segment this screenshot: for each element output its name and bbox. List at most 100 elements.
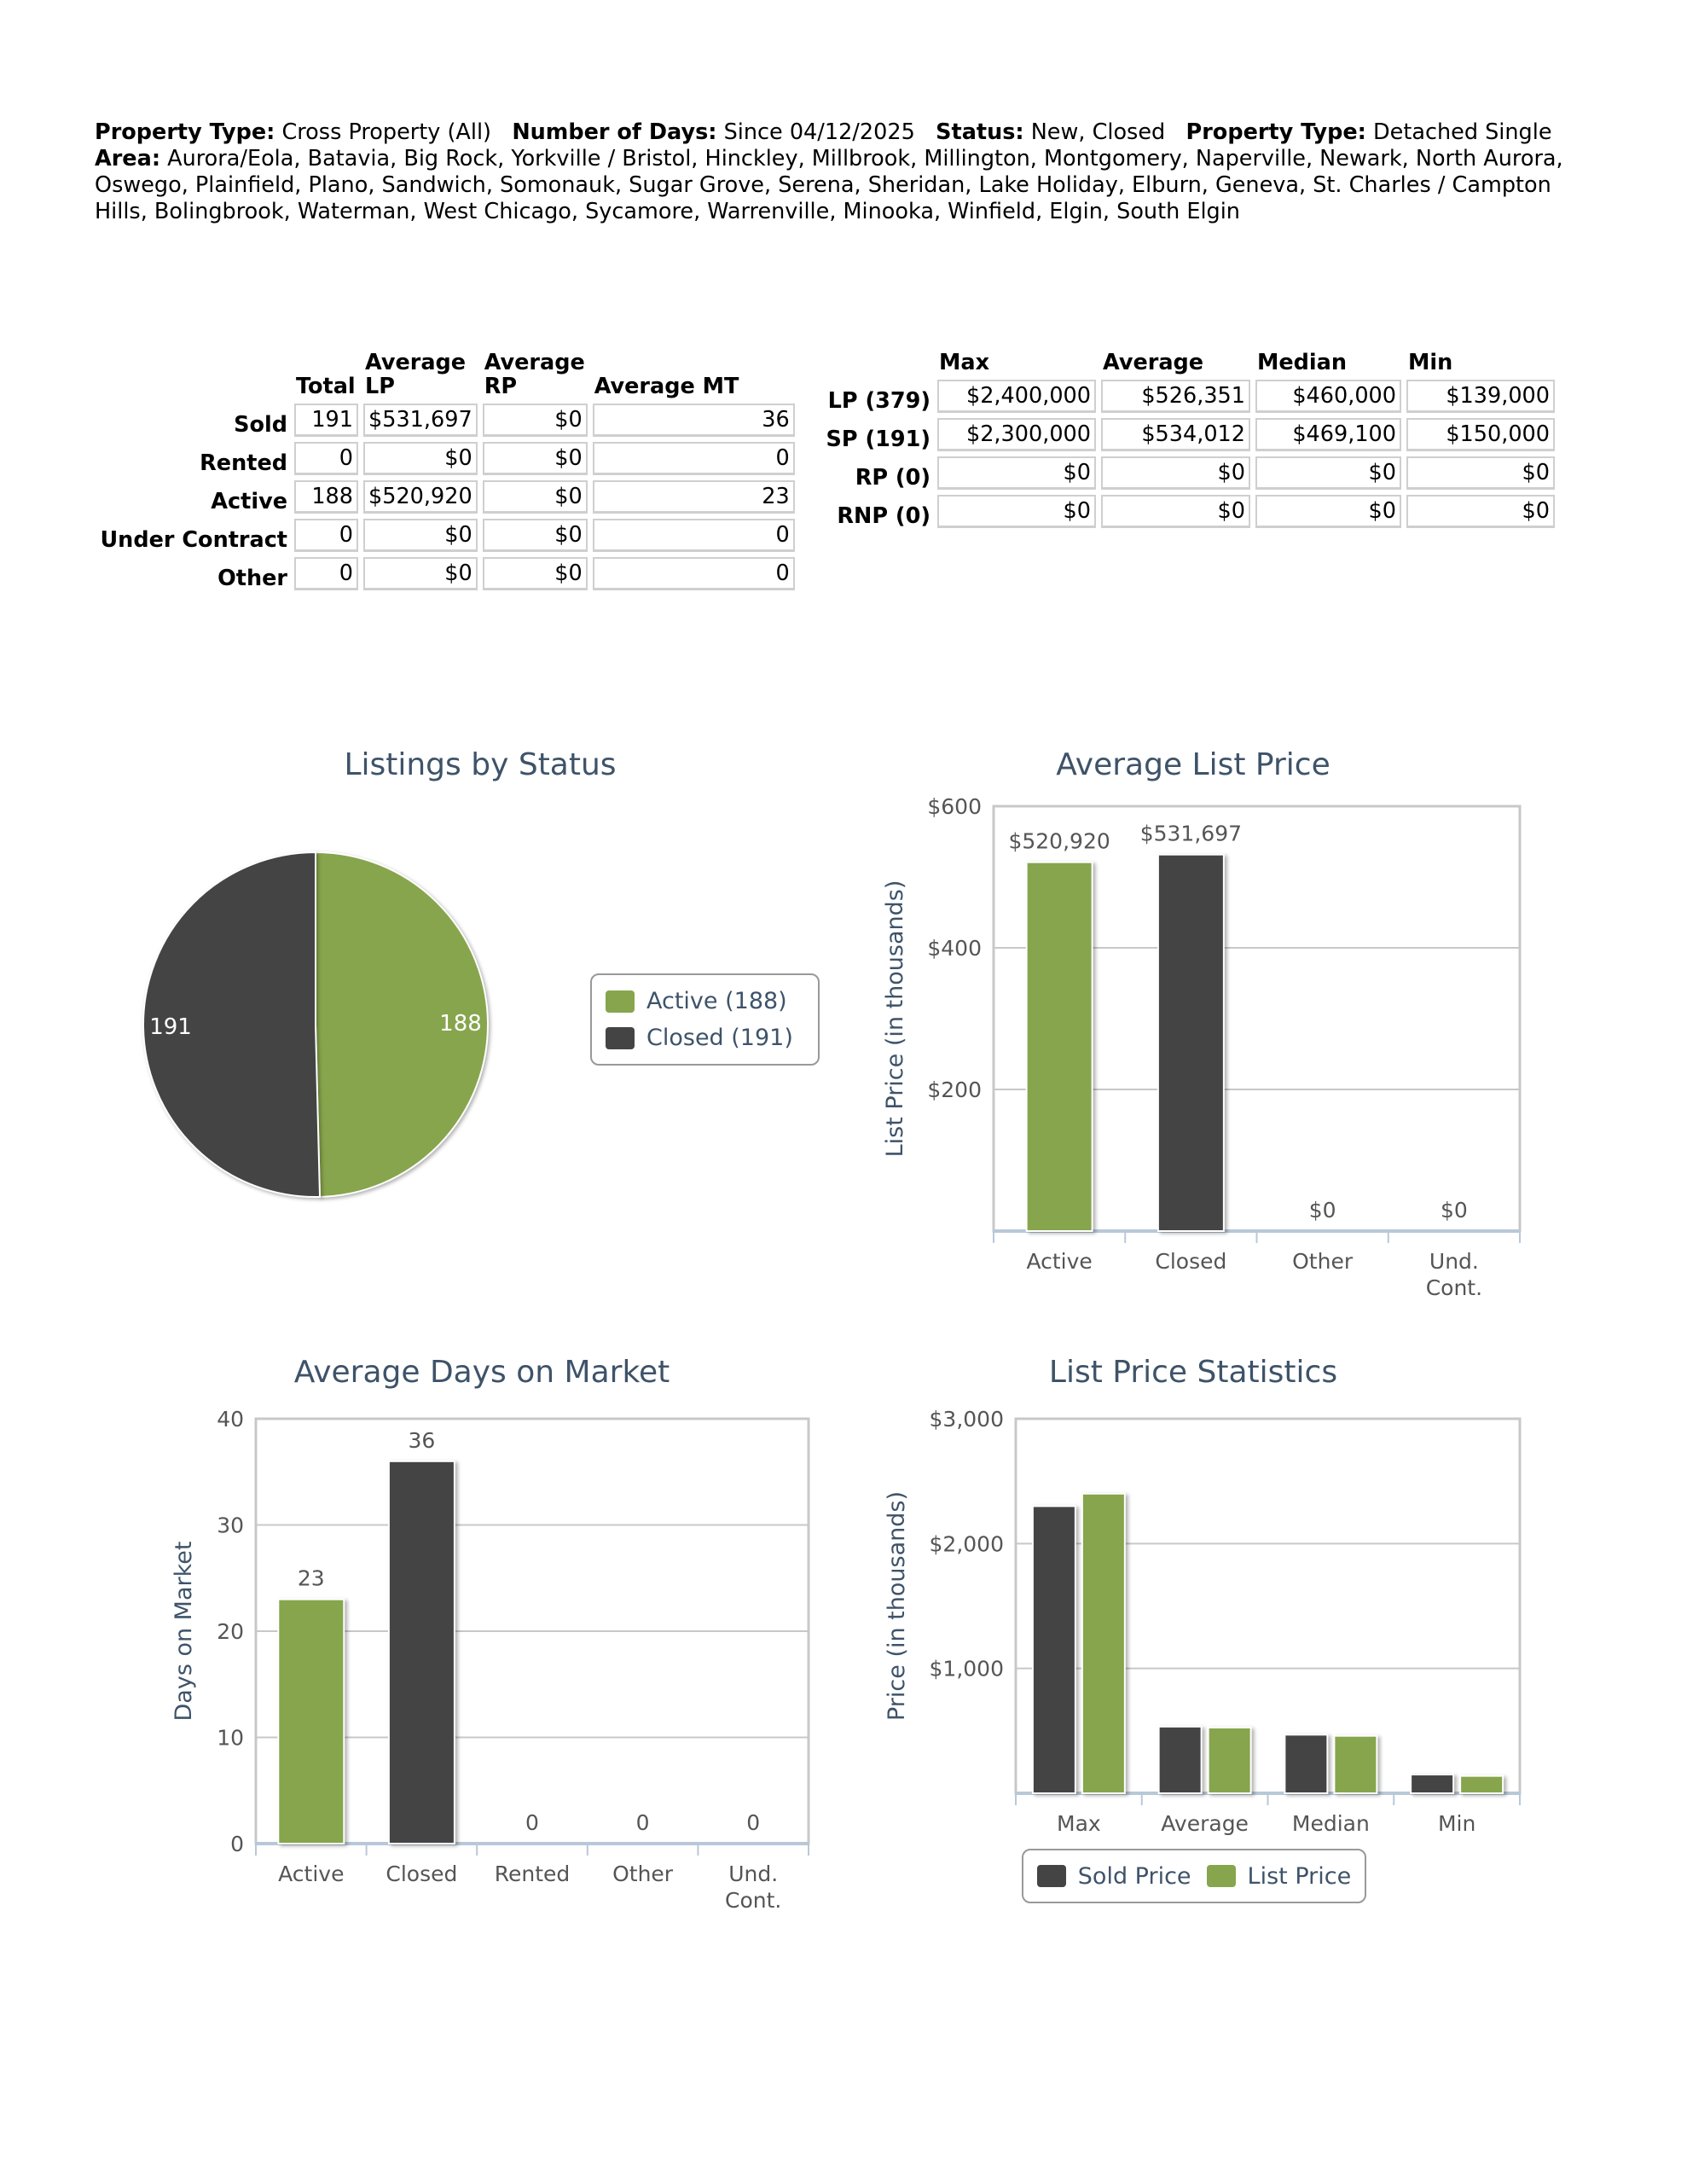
y-tick-label: 0: [230, 1832, 244, 1856]
bar-data-label: $0: [1441, 1198, 1468, 1223]
pie-legend: Active (188) Closed (191): [590, 973, 820, 1066]
legend-label: Closed (191): [646, 1025, 793, 1051]
y-tick-label: $400: [927, 936, 982, 961]
table-cell: 191: [294, 404, 358, 437]
y-tick-label: $3,000: [930, 1407, 1004, 1432]
price-stats-legend: Sold Price List Price: [1022, 1849, 1366, 1903]
bar: [277, 1598, 345, 1845]
status-value: New, Closed: [1030, 119, 1166, 145]
col-header: Min: [1408, 350, 1453, 375]
bar: [387, 1460, 455, 1845]
area-label: Area:: [95, 146, 161, 171]
bar-data-label: 0: [746, 1810, 760, 1835]
table-cell: 23: [592, 480, 795, 514]
row-header: Other: [217, 566, 287, 591]
legend-swatch: [1036, 1865, 1066, 1887]
col-header: Average LP: [365, 350, 467, 399]
x-tick-label: Closed: [386, 1862, 457, 1886]
y-tick-label: 40: [217, 1407, 244, 1432]
table-cell: $0: [482, 442, 588, 475]
legend-item-active[interactable]: Active (188): [606, 988, 818, 1014]
y-axis-label: Days on Market: [171, 1542, 197, 1722]
table-cell: $0: [363, 519, 478, 552]
y-axis-label: List Price (in thousands): [882, 880, 908, 1158]
table-row: RNP (0) $0 $0 $0 $0: [821, 495, 1555, 528]
table-cell: 0: [592, 442, 795, 475]
y-axis-label: Price (in thousands): [884, 1491, 910, 1721]
legend-item-list-price[interactable]: List Price: [1206, 1862, 1352, 1890]
table-cell: $531,697: [363, 404, 478, 437]
table-cell: $0: [1101, 495, 1250, 528]
table-cell: $0: [1406, 456, 1555, 490]
bar-data-label: $520,920: [1008, 829, 1110, 854]
table-cell: $0: [1255, 495, 1401, 528]
y-tick-label: 10: [217, 1726, 244, 1751]
row-header: SP (191): [826, 427, 930, 452]
table-cell: $0: [937, 495, 1096, 528]
x-tick-label: Active: [1026, 1249, 1092, 1274]
bar-data-label: 36: [408, 1428, 435, 1453]
legend-swatch: [606, 990, 635, 1013]
y-tick-label: $200: [927, 1077, 982, 1102]
property-type2-value: Detached Single: [1373, 119, 1552, 145]
table-cell: $0: [1406, 495, 1555, 528]
chart-title: Listings by Status: [344, 747, 616, 782]
table-cell: $0: [482, 480, 588, 514]
pie-data-label: 188: [439, 1011, 482, 1037]
legend-label: List Price: [1247, 1862, 1352, 1890]
table-cell: $0: [1255, 456, 1401, 490]
legend-item-closed[interactable]: Closed (191): [606, 1025, 818, 1051]
y-tick-label: $1,000: [930, 1657, 1004, 1682]
bar: [1333, 1734, 1378, 1794]
bar-data-label: 0: [636, 1810, 650, 1835]
pie-data-label: 191: [149, 1014, 192, 1040]
bar: [1081, 1492, 1126, 1795]
y-tick-label: $600: [927, 794, 982, 819]
row-header: RP (0): [855, 465, 930, 491]
x-tick-label: Und. Cont.: [725, 1862, 781, 1913]
row-header: Sold: [234, 412, 287, 438]
y-tick-label: 20: [217, 1619, 244, 1644]
x-tick-label: Und. Cont.: [1426, 1249, 1482, 1300]
table-row: Rented 0 $0 $0 0: [95, 442, 795, 475]
legend-item-sold-price[interactable]: Sold Price: [1036, 1862, 1191, 1890]
table-row: RP (0) $0 $0 $0 $0: [821, 456, 1555, 490]
table-cell: $0: [1101, 456, 1250, 490]
x-tick-label: Average: [1161, 1811, 1249, 1836]
legend-swatch: [606, 1026, 635, 1049]
bar: [1284, 1734, 1329, 1794]
table-cell: 0: [294, 442, 358, 475]
y-tick-label: $2,000: [930, 1531, 1004, 1556]
table-cell: 0: [592, 557, 795, 590]
col-header: Max: [939, 350, 990, 375]
col-header: Average MT: [594, 374, 739, 399]
bar: [1207, 1726, 1252, 1794]
table-cell: 188: [294, 480, 358, 514]
y-tick-label: 30: [217, 1513, 244, 1538]
x-tick-label: Active: [278, 1862, 344, 1886]
table-cell: 0: [294, 519, 358, 552]
table-cell: $0: [363, 557, 478, 590]
table-cell: $0: [482, 519, 588, 552]
bar: [1459, 1774, 1504, 1795]
bar: [1025, 861, 1093, 1232]
table-cell: $0: [937, 456, 1096, 490]
col-header: Median: [1257, 350, 1348, 375]
table-cell: $139,000: [1406, 380, 1555, 413]
table-row: Other 0 $0 $0 0: [95, 557, 795, 590]
col-header: Average RP: [484, 350, 585, 399]
property-type2-label: Property Type:: [1186, 119, 1366, 145]
bar: [1031, 1505, 1076, 1795]
chart-title: List Price Statistics: [1049, 1355, 1337, 1390]
legend-swatch: [1206, 1865, 1236, 1887]
property-type-label: Property Type:: [95, 119, 275, 145]
table-cell: $0: [363, 442, 478, 475]
bar-data-label: 23: [298, 1566, 325, 1591]
table-cell: 0: [592, 519, 795, 552]
table-cell: $534,012: [1101, 418, 1250, 451]
chart-title: Average List Price: [1056, 747, 1330, 782]
x-tick-label: Other: [612, 1862, 674, 1886]
bar: [1157, 1725, 1203, 1794]
table-row: SP (191) $2,300,000 $534,012 $469,100 $150,0…: [821, 418, 1555, 451]
legend-label: Sold Price: [1077, 1862, 1191, 1890]
